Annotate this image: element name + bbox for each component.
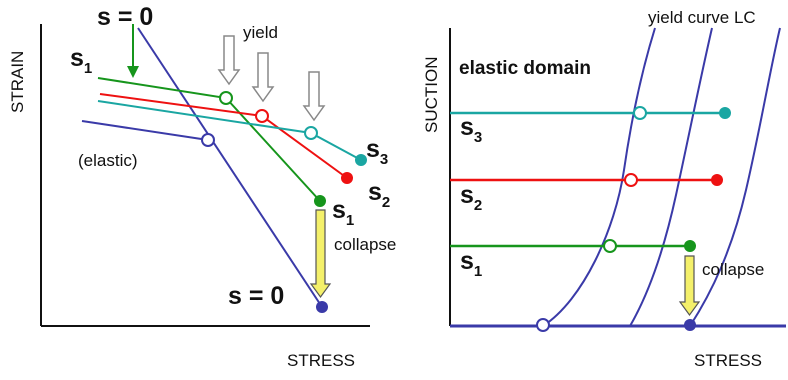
s1-filled-point [684, 240, 696, 252]
s1-end-point [314, 195, 326, 207]
s0-filled-point [684, 319, 696, 331]
yield-arrow-1 [217, 35, 241, 86]
s2-end-point [341, 172, 353, 184]
collapse-arrow-left [309, 209, 332, 299]
s2-filled-point [711, 174, 723, 186]
s1-label-right-panel: s1 [460, 247, 482, 280]
s3-label-right: s3 [460, 113, 482, 146]
s1-label-left: s1 [70, 44, 92, 77]
s0-bottom-label: s = 0 [228, 282, 284, 310]
yield-label: yield [243, 23, 278, 42]
s2-label-right: s2 [460, 181, 482, 214]
s3-yield-point [304, 126, 318, 140]
left-y-axis-label: STRAIN [8, 51, 27, 113]
yield-arrow-3 [302, 71, 326, 122]
s3-label-left: s3 [366, 135, 388, 168]
s0-yield-point [201, 133, 215, 147]
s1-open-point [603, 239, 617, 253]
right-x-axis-label: STRESS [694, 351, 762, 370]
s3-end-point [355, 154, 367, 166]
s0-elastic-branch [81, 120, 209, 141]
s2-label-left: s2 [368, 178, 390, 211]
elastic-domain-label: elastic domain [459, 58, 591, 79]
yield-curve-lc [689, 27, 781, 327]
yield-curve-2 [629, 27, 713, 327]
yield-curve-lc-label: yield curve LC [648, 8, 756, 27]
left-x-axis-label: STRESS [287, 351, 355, 370]
right-y-axis-label: SUCTION [422, 57, 441, 134]
s0-curve-left [137, 27, 323, 308]
s0-to-s1-arrow-head [127, 66, 139, 78]
left-panel: STRAIN STRESS s = 0 s = 0 yield (elastic… [8, 3, 396, 370]
elastic-label: (elastic) [78, 151, 138, 170]
collapse-label-right: collapse [702, 260, 764, 279]
s0-open-point [536, 318, 550, 332]
s2-yield-point [255, 109, 269, 123]
right-panel: SUCTION STRESS yield curve LC elastic do… [422, 8, 786, 370]
yield-arrow-2 [251, 52, 275, 103]
yield-curve-1 [542, 27, 656, 327]
s3-open-point [633, 106, 647, 120]
collapse-label-left: collapse [334, 235, 396, 254]
s0-end-point [316, 301, 328, 313]
collapse-arrow-right [678, 255, 701, 317]
s1-yield-point [219, 91, 233, 105]
s3-filled-point [719, 107, 731, 119]
s1-label-right: s1 [332, 196, 354, 229]
s2-open-point [624, 173, 638, 187]
s0-top-label: s = 0 [97, 3, 153, 31]
